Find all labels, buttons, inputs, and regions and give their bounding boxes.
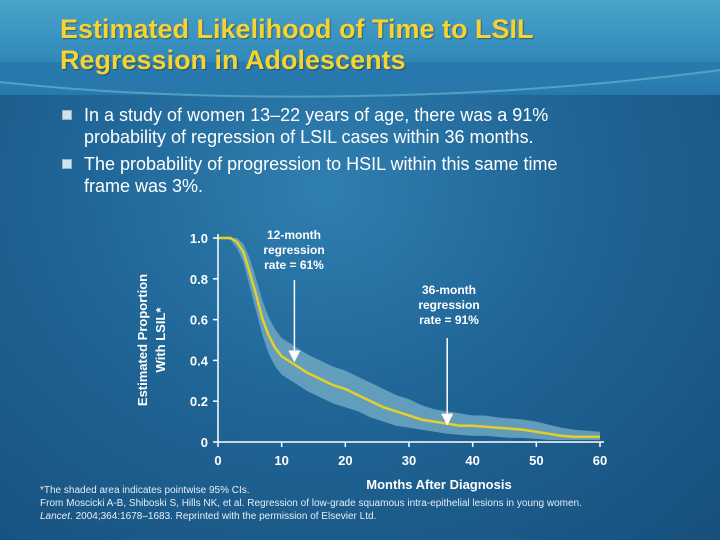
footnote-citation-rest: . 2004;364:1678–1683. Reprinted with the… [70,511,377,522]
y-axis-label: Estimated Proportion [135,274,150,406]
x-axis-label: Months After Diagnosis [366,477,511,492]
x-tick-label: 40 [465,453,479,468]
x-tick-label: 10 [274,453,288,468]
x-tick-label: 0 [214,453,221,468]
bullet-text-line: The probability of progression to HSIL w… [84,154,558,174]
y-tick-label: 0.4 [190,353,209,368]
square-bullet-icon [62,159,72,169]
x-tick-label: 60 [593,453,607,468]
x-tick-label: 20 [338,453,352,468]
square-bullet-icon [62,110,72,120]
footnote: *The shaded area indicates pointwise 95%… [40,484,710,523]
y-tick-label: 0 [201,435,208,450]
bullet-text-line: frame was 3%. [84,176,204,196]
ci-band [218,238,600,440]
y-tick-label: 0.2 [190,394,208,409]
footnote-citation-2: Lancet. 2004;364:1678–1683. Reprinted wi… [40,510,710,523]
title-line-1: Estimated Likelihood of Time to LSIL [60,14,534,44]
y-tick-label: 0.6 [190,313,208,328]
bullet-item: The probability of progression to HSIL w… [62,153,682,197]
footnote-citation: From Moscicki A-B, Shiboski S, Hills NK,… [40,498,582,509]
y-tick-label: 1.0 [190,231,208,246]
annotation-label: 36-month [422,283,476,297]
footnote-ci-note: *The shaded area indicates pointwise 95%… [40,485,250,496]
title-band-curve [0,62,720,98]
bullet-text-line: probability of regression of LSIL cases … [84,127,534,147]
title-line-2: Regression in Adolescents [60,45,406,75]
annotation-label: 12-month [267,228,321,242]
y-tick-label: 0.8 [190,272,208,287]
annotation-label: regression [418,298,479,312]
x-tick-label: 50 [529,453,543,468]
bullet-item: In a study of women 13–22 years of age, … [62,104,682,148]
annotation-label: regression [263,243,324,257]
y-axis-label-line-2: With LSIL* [153,307,168,373]
regression-curve [218,236,600,439]
x-tick-label: 30 [402,453,416,468]
slide-title: Estimated Likelihood of Time to LSIL Reg… [60,14,700,76]
annotation-label: rate = 91% [419,313,479,327]
bullet-text-line: In a study of women 13–22 years of age, … [84,105,549,125]
bullet-list: In a study of women 13–22 years of age, … [62,104,682,202]
annotation-label: rate = 61% [264,258,324,272]
footnote-journal: Lancet [40,511,71,522]
